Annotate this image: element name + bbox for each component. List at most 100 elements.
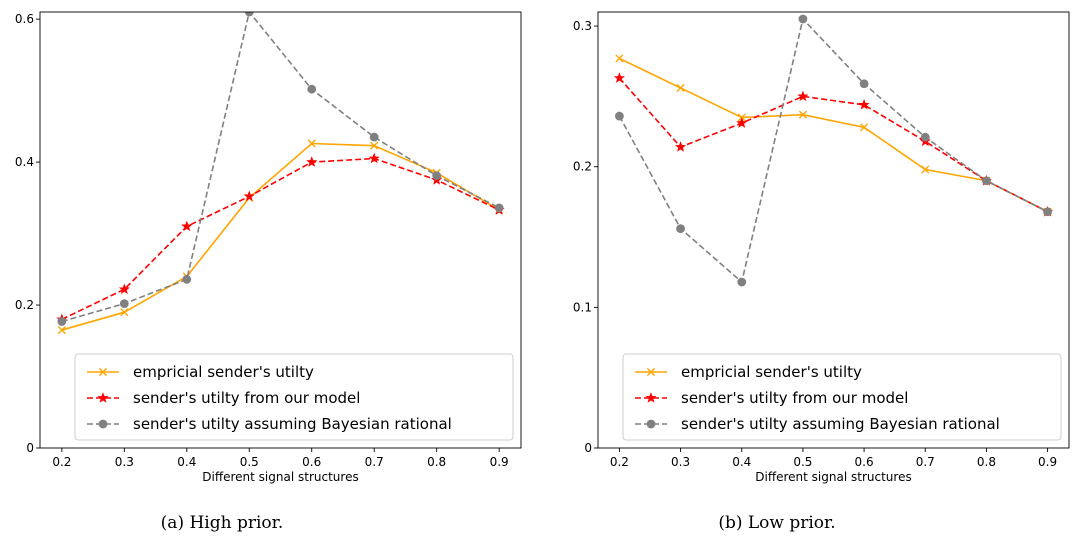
legend-box (622, 353, 1062, 441)
data-point (675, 141, 687, 152)
y-tick-label: 0 (26, 441, 34, 455)
x-tick-label: 0.3 (115, 455, 134, 469)
data-point (120, 308, 129, 317)
data-point (1043, 207, 1052, 217)
legend-label: sender's utilty from our model (681, 389, 908, 407)
x-tick-label: 0.2 (52, 455, 71, 469)
y-tick-label: 0.3 (573, 19, 592, 33)
data-point (182, 274, 192, 284)
x-tick-label: 0.4 (177, 455, 196, 469)
legend-entry: sender's utilty from our model (635, 389, 908, 407)
data-point (118, 283, 130, 295)
x-tick-label: 0.7 (365, 455, 384, 469)
legend-entry: sender's utilty from our model (87, 389, 360, 407)
chart-panel-1: 0 0.2 0.4 0.6 0.2 0.3 0.4 0.5 0.6 0.7 0.8 0.9 Differ… (15, 11, 522, 533)
x-tick-label: 0.8 (427, 455, 446, 469)
series-circle (615, 14, 1052, 287)
x-tick-label: 0.8 (977, 455, 996, 469)
x-axis-label: Different signal structures (202, 470, 358, 484)
plot-frame (39, 11, 522, 449)
legend-marker (98, 419, 108, 429)
series-star (613, 72, 1054, 217)
legend-marker (97, 392, 109, 403)
x-tick-label: 0.2 (610, 455, 629, 469)
x-axis-label: Different signal structures (755, 470, 911, 484)
legend-marker (98, 367, 108, 377)
data-point (57, 325, 66, 335)
data-point (306, 156, 318, 167)
legend-entry: sender's utilty assuming Bayesian ration… (87, 415, 452, 433)
series-line (61, 157, 500, 321)
legend-label: sender's utilty assuming Bayesian ration… (681, 415, 1000, 433)
data-point (859, 79, 869, 89)
x-tick-label: 0.9 (1038, 455, 1057, 469)
series-x (615, 54, 1052, 216)
data-point (982, 176, 991, 186)
data-point (920, 132, 930, 142)
y-tick-label: 0.4 (15, 155, 34, 169)
x-tick-label: 0.9 (490, 455, 509, 469)
legend-marker (646, 419, 656, 429)
series-line (61, 142, 500, 331)
data-point (859, 123, 869, 132)
figure-caption: (a) High prior. (161, 513, 284, 533)
y-tick-label: 0.2 (15, 298, 34, 312)
x-tick-label: 0.6 (302, 455, 321, 469)
legend-entry: empricial sender's utilty (87, 363, 314, 381)
legend-box (74, 353, 514, 441)
y-tick-label: 0.6 (15, 12, 34, 26)
data-point (615, 54, 624, 63)
chart-panel-2: 0 0.1 0.2 0.3 0.2 0.3 0.4 0.5 0.6 0.7 0.8 0.9 Differ… (573, 11, 1070, 533)
series-line (618, 17, 1048, 284)
data-point (307, 139, 316, 148)
data-point (181, 220, 193, 232)
y-tick-label: 0.2 (573, 160, 592, 174)
data-point (369, 132, 379, 142)
data-point (119, 299, 129, 309)
x-tick-label: 0.6 (855, 455, 874, 469)
legend-label: empricial sender's utilty (681, 363, 862, 381)
legend-label: empricial sender's utilty (133, 363, 314, 381)
data-point (736, 117, 748, 128)
data-point (307, 84, 317, 94)
plot-frame (597, 11, 1070, 449)
legend-label: sender's utilty from our model (133, 389, 360, 407)
series-line (618, 77, 1048, 213)
figure-caption: (b) Low prior. (718, 513, 835, 533)
data-point (798, 110, 808, 119)
x-tick-label: 0.3 (671, 455, 690, 469)
data-point (615, 111, 624, 121)
data-point (737, 277, 747, 287)
x-tick-label: 0.5 (793, 455, 812, 469)
x-tick-label: 0.5 (240, 455, 259, 469)
series-line (61, 12, 500, 323)
data-point (243, 190, 255, 202)
data-point (797, 90, 809, 102)
x-tick-label: 0.4 (732, 455, 751, 469)
legend: empricial sender's utilty sender's utilty… (74, 353, 514, 441)
data-point (370, 141, 379, 150)
data-point (432, 171, 442, 181)
data-point (244, 12, 254, 17)
data-point (57, 317, 67, 326)
data-point (368, 152, 380, 164)
data-point (858, 98, 870, 110)
legend: empricial sender's utilty sender's utilty… (622, 353, 1062, 441)
y-tick-label: 0 (584, 441, 592, 455)
data-point (613, 72, 625, 83)
data-point (676, 83, 685, 93)
series-circle (57, 12, 504, 326)
legend-entry: empricial sender's utilty (635, 363, 862, 381)
data-point (798, 14, 808, 24)
data-point (676, 224, 685, 233)
legend-marker (645, 392, 657, 403)
data-point (494, 203, 504, 213)
series-line (619, 57, 1048, 213)
legend-label: sender's utilty assuming Bayesian ration… (133, 415, 452, 433)
legend-entry: sender's utilty assuming Bayesian ration… (635, 415, 1000, 433)
data-point (921, 165, 930, 174)
legend-marker (646, 367, 656, 377)
x-tick-label: 0.7 (916, 455, 935, 469)
y-tick-label: 0.1 (573, 300, 592, 314)
